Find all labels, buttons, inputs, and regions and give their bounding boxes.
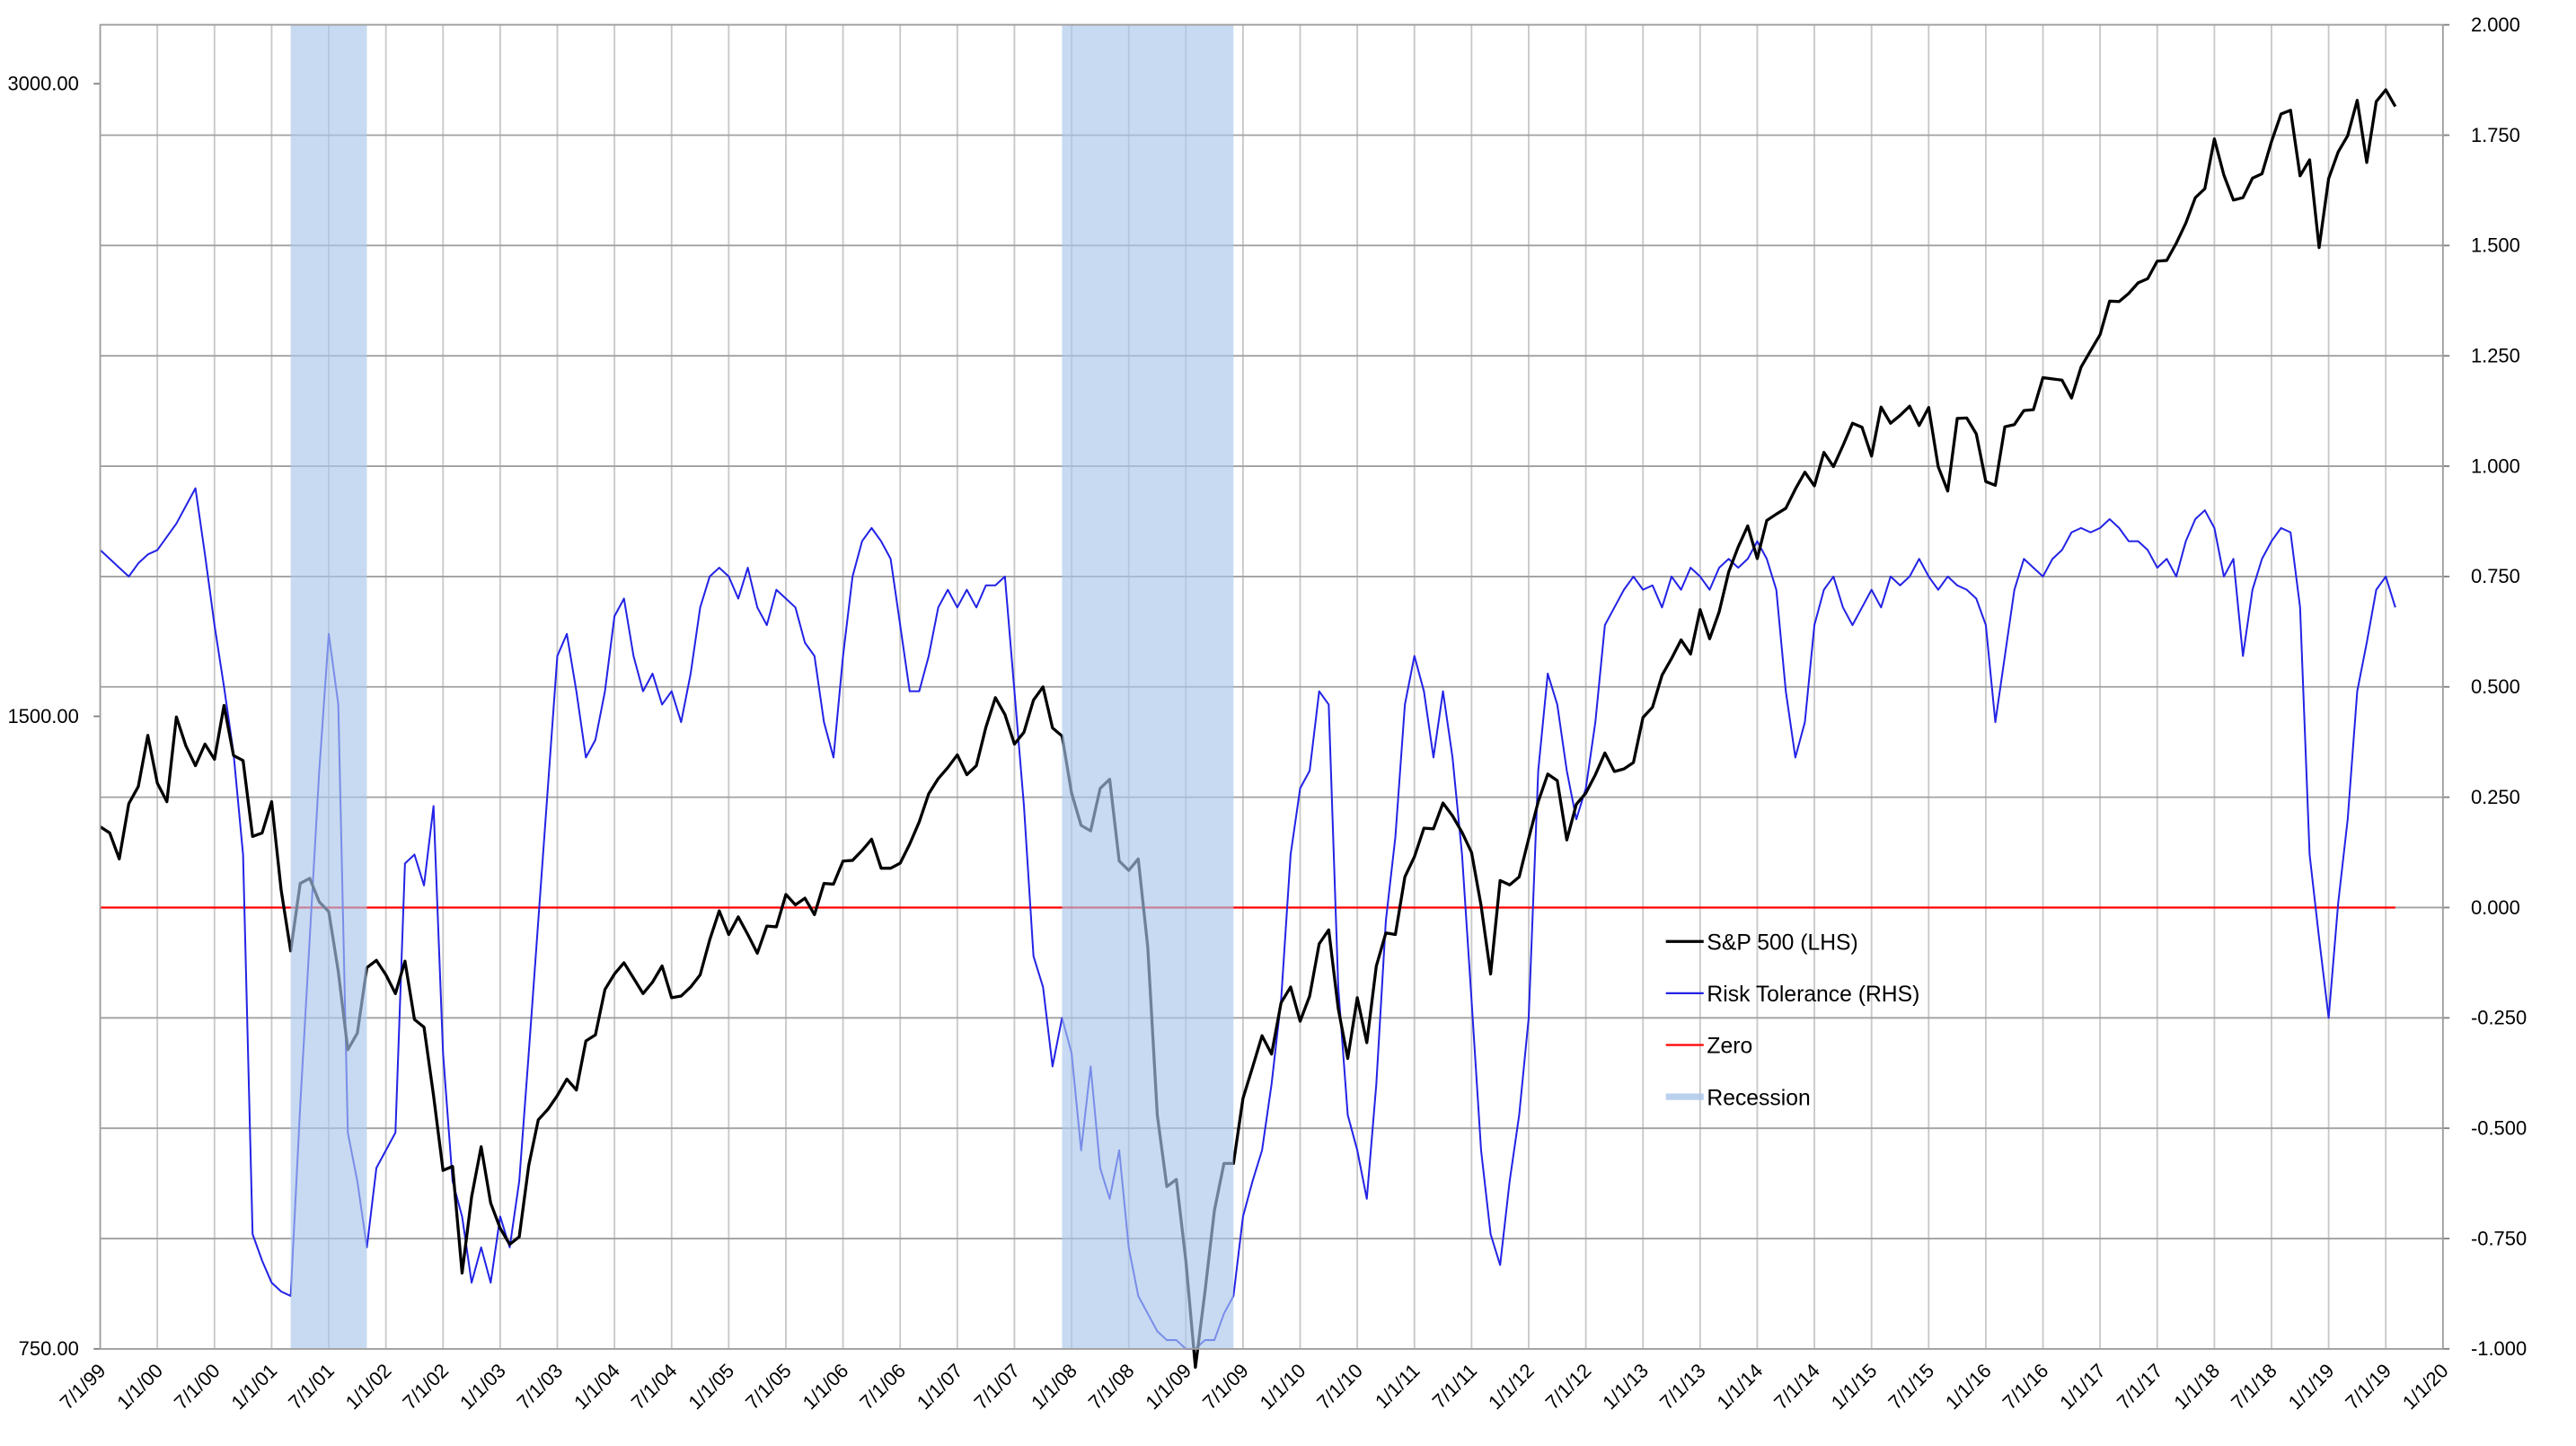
y2-tick-label: 0.000 [2471,896,2520,919]
legend-label: Risk Tolerance (RHS) [1707,983,1919,1007]
legend-label: Recession [1707,1086,1810,1110]
plot-frame [99,23,2444,1350]
y-tick-label: 3000.00 [7,73,78,95]
y2-tick-label: 1.500 [2471,234,2520,257]
legend: S&P 500 (LHS) Risk Tolerance (RHS) Zero Rec… [1665,930,1919,1110]
y-tick-label: 1500.00 [7,705,78,727]
y2-tick-label: 0.500 [2471,675,2520,698]
y-tick-label: 750.00 [19,1337,79,1360]
series-line [99,487,2396,1350]
y2-tick-label: -0.500 [2471,1116,2527,1139]
y2-tick-label: -0.750 [2471,1227,2527,1249]
shading [290,24,1234,1349]
y2-tick-label: 1.250 [2471,345,2520,367]
recession-band [290,24,367,1349]
y2-tick-label: 0.250 [2471,786,2520,808]
legend-label: S&P 500 (LHS) [1707,930,1857,955]
legend-label: Zero [1707,1035,1752,1059]
series-line [99,88,2397,1370]
y2-tick-label: -1.000 [2471,1337,2527,1360]
y2-tick-label: 1.750 [2471,124,2520,146]
recession-band [1062,24,1234,1349]
y2-tick-label: 1.000 [2471,454,2520,477]
y2-tick-label: -0.250 [2471,1007,2527,1029]
plot-lines [99,88,2397,1370]
y2-tick-label: 0.750 [2471,565,2520,587]
y2-tick-label: 2.000 [2471,13,2520,36]
